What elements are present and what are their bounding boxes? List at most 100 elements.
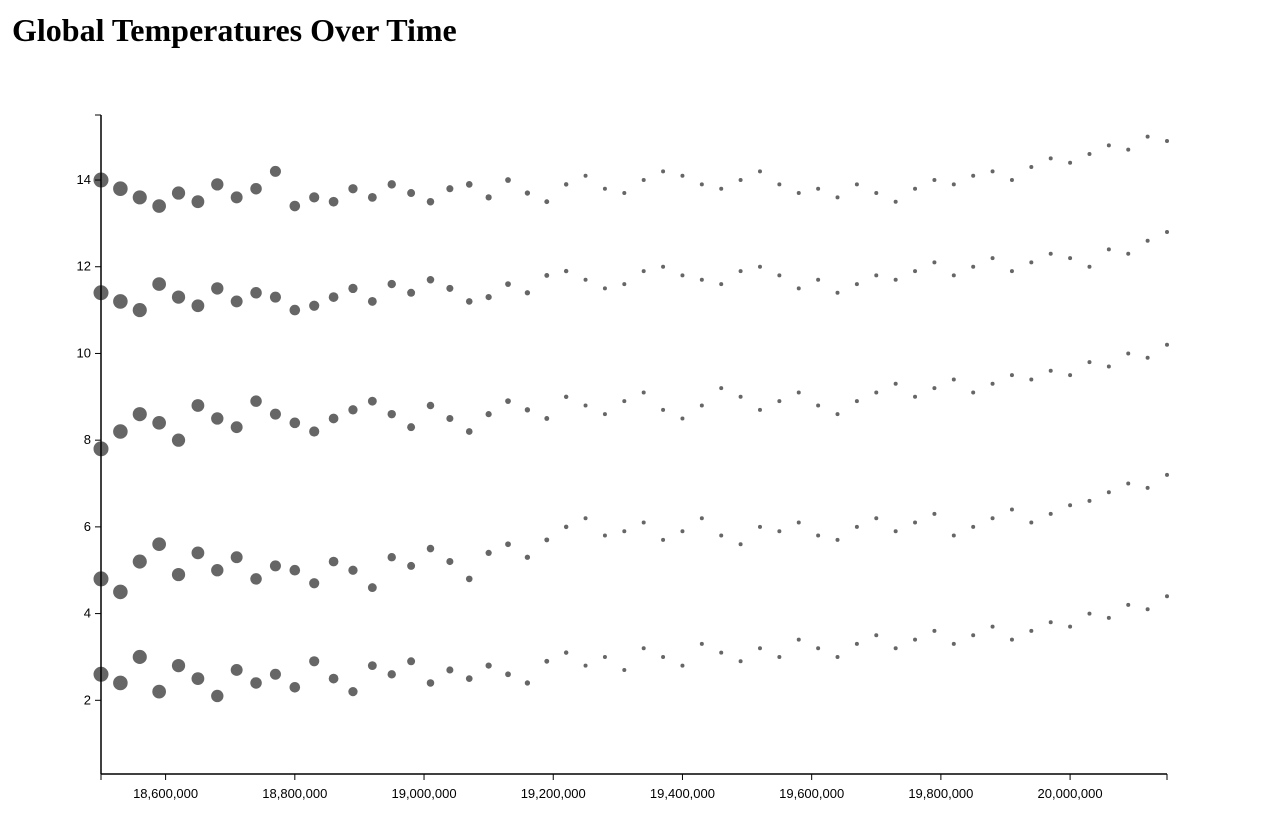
data-point	[1029, 377, 1034, 382]
data-point	[269, 668, 281, 680]
data-point	[524, 407, 531, 413]
data-point	[132, 303, 147, 318]
data-point	[1126, 602, 1131, 607]
data-point	[680, 416, 685, 421]
data-point	[171, 290, 186, 304]
data-point	[387, 279, 396, 289]
data-point	[738, 394, 743, 399]
data-point	[932, 511, 937, 516]
data-point	[932, 178, 937, 183]
data-point	[641, 520, 646, 525]
data-point	[1009, 507, 1014, 512]
data-point	[230, 663, 243, 676]
data-point	[289, 564, 301, 576]
x-tick-label: 18,800,000	[262, 786, 327, 801]
data-point	[328, 673, 339, 684]
data-point	[269, 408, 281, 420]
data-point	[171, 567, 186, 582]
data-point	[583, 663, 588, 668]
data-point	[990, 624, 995, 629]
data-point	[1009, 269, 1014, 274]
data-point	[367, 297, 377, 306]
data-point	[152, 415, 166, 430]
data-point	[563, 524, 569, 530]
data-point	[309, 656, 320, 667]
data-point	[641, 646, 646, 651]
data-point	[854, 282, 859, 287]
data-point	[387, 670, 396, 679]
data-point	[1126, 351, 1131, 356]
data-point	[407, 423, 416, 432]
data-point	[191, 299, 205, 313]
data-point	[113, 181, 128, 196]
data-point	[387, 553, 396, 562]
y-tick-label: 14	[77, 172, 91, 187]
data-point	[990, 256, 995, 261]
data-point	[738, 178, 743, 183]
data-point	[835, 412, 840, 417]
data-point	[250, 182, 262, 195]
data-point	[971, 390, 976, 395]
data-point	[622, 282, 627, 287]
data-point	[1106, 490, 1111, 495]
data-point	[505, 281, 511, 287]
data-point	[1048, 368, 1053, 373]
data-point	[913, 269, 918, 274]
data-point	[367, 583, 377, 592]
data-point	[1048, 156, 1053, 161]
data-point	[1165, 230, 1169, 235]
data-point	[641, 269, 646, 274]
x-tick-label: 19,400,000	[650, 786, 715, 801]
data-point	[796, 520, 801, 525]
data-point	[289, 200, 301, 212]
data-point	[563, 394, 569, 400]
data-point	[990, 169, 995, 174]
data-point	[250, 395, 262, 407]
data-point	[602, 186, 607, 191]
data-point	[426, 275, 435, 284]
data-point	[893, 646, 898, 651]
data-point	[328, 196, 339, 207]
x-tick-label: 19,000,000	[391, 786, 456, 801]
data-point	[971, 264, 976, 269]
data-point	[367, 661, 377, 671]
data-point	[641, 178, 646, 183]
data-point	[583, 173, 588, 178]
data-point	[951, 533, 956, 538]
data-point	[485, 549, 492, 556]
data-point	[796, 191, 801, 196]
data-point	[1087, 152, 1092, 157]
data-point	[485, 411, 492, 418]
data-point	[505, 541, 511, 548]
data-point	[971, 173, 976, 178]
data-point	[230, 295, 243, 308]
data-point	[835, 195, 840, 200]
data-point	[622, 667, 627, 672]
data-point	[719, 282, 724, 287]
data-point	[250, 287, 262, 299]
data-point	[796, 390, 801, 395]
data-point	[1106, 143, 1111, 148]
data-point	[1029, 260, 1034, 265]
data-point	[777, 654, 782, 659]
y-axis: 2 4 6 8 10 12 14	[77, 114, 102, 774]
data-point	[152, 684, 166, 699]
x-tick-label: 20,000,000	[1038, 786, 1103, 801]
data-point	[1165, 472, 1169, 477]
data-point	[699, 182, 704, 187]
data-point	[544, 199, 550, 205]
data-point	[250, 573, 262, 585]
data-point	[407, 657, 416, 666]
data-point	[699, 516, 704, 521]
data-point	[1106, 615, 1111, 620]
data-point	[211, 689, 224, 703]
data-point	[951, 641, 956, 646]
data-point	[990, 381, 995, 386]
data-point	[309, 192, 320, 203]
data-point	[563, 268, 569, 274]
data-point	[854, 182, 859, 187]
data-point	[757, 524, 762, 529]
data-point	[913, 520, 918, 525]
data-point	[661, 407, 666, 412]
data-point	[583, 277, 588, 282]
